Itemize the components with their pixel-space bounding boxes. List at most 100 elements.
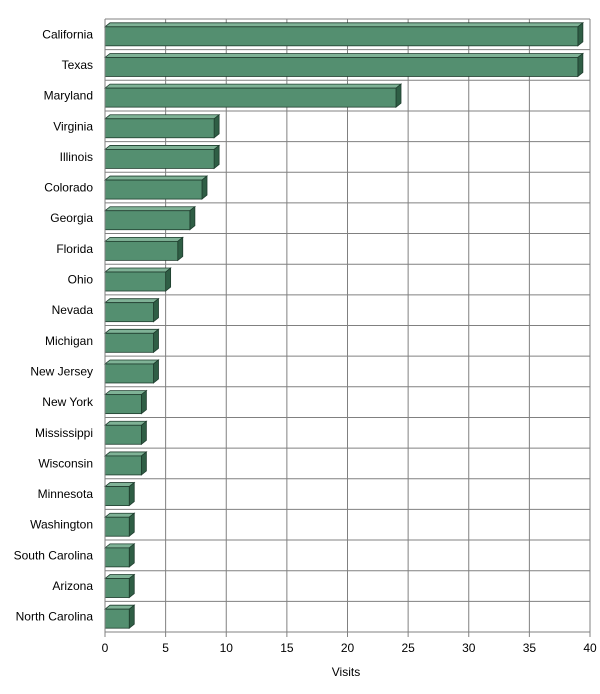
grid-lines bbox=[104, 18, 591, 633]
bar-top-face bbox=[103, 22, 585, 28]
bar-top-face bbox=[103, 175, 209, 181]
bar-side-face bbox=[577, 52, 584, 78]
bar-top-face bbox=[103, 114, 221, 120]
category-label: New York bbox=[42, 395, 94, 409]
category-label: Washington bbox=[30, 518, 93, 532]
bar-south-carolina bbox=[103, 543, 136, 568]
bar-side-face bbox=[165, 267, 172, 292]
bar-side-face bbox=[189, 205, 196, 231]
category-label: Colorado bbox=[44, 181, 93, 195]
bar-michigan bbox=[103, 328, 160, 354]
category-label: South Carolina bbox=[14, 548, 94, 562]
bar-top-face bbox=[103, 236, 184, 242]
x-tick-label: 25 bbox=[401, 641, 415, 655]
bar-ohio bbox=[103, 267, 172, 292]
bar-california bbox=[103, 21, 585, 47]
bar-front-face bbox=[104, 516, 130, 537]
category-label: Maryland bbox=[44, 89, 93, 103]
bar-top-face bbox=[103, 390, 148, 396]
bar-top-face bbox=[103, 145, 221, 150]
bar-texas bbox=[103, 52, 585, 78]
bar-side-face bbox=[395, 83, 402, 108]
bar-top-face bbox=[103, 420, 148, 426]
bar-front-face bbox=[104, 608, 130, 629]
bar-new-jersey bbox=[103, 359, 160, 384]
bar-top-face bbox=[103, 328, 160, 334]
bar-front-face bbox=[104, 179, 203, 200]
category-label: Michigan bbox=[45, 334, 93, 348]
bar-minnesota bbox=[103, 481, 136, 507]
category-label: Georgia bbox=[50, 211, 93, 225]
bar-side-face bbox=[128, 543, 135, 568]
bar-virginia bbox=[103, 113, 221, 139]
bar-maryland bbox=[103, 83, 403, 108]
bar-front-face bbox=[104, 87, 397, 108]
bar-top-face bbox=[103, 206, 197, 212]
bar-side-face bbox=[153, 359, 159, 384]
bar-side-face bbox=[128, 481, 135, 507]
bar-top-face bbox=[103, 298, 160, 304]
category-label: California bbox=[42, 27, 93, 41]
bar-front-face bbox=[104, 578, 130, 598]
category-label: Mississippi bbox=[35, 426, 93, 440]
bar-side-face bbox=[153, 297, 159, 323]
bar-top-face bbox=[103, 83, 403, 89]
bar-colorado bbox=[103, 175, 209, 200]
bar-side-face bbox=[213, 144, 220, 170]
bar-arizona bbox=[103, 573, 136, 599]
bar-nevada bbox=[103, 297, 160, 323]
bar-side-face bbox=[577, 21, 584, 47]
bar-front-face bbox=[104, 149, 215, 169]
bar-illinois bbox=[103, 144, 221, 170]
bar-new-york bbox=[103, 389, 148, 415]
category-label: North Carolina bbox=[16, 610, 94, 624]
category-label: Ohio bbox=[68, 273, 94, 287]
bar-top-face bbox=[103, 267, 172, 273]
bar-front-face bbox=[104, 547, 130, 568]
bar-top-face bbox=[103, 359, 160, 365]
x-tick-label: 5 bbox=[162, 641, 169, 655]
bar-front-face bbox=[104, 455, 142, 476]
bar-side-face bbox=[177, 236, 184, 262]
category-label: Illinois bbox=[60, 150, 93, 164]
bar-side-face bbox=[128, 573, 135, 599]
bar-mississippi bbox=[103, 420, 148, 446]
bar-side-face bbox=[213, 113, 220, 139]
bar-front-face bbox=[104, 424, 142, 445]
bar-georgia bbox=[103, 205, 197, 231]
bar-front-face bbox=[104, 210, 191, 231]
x-tick-label: 35 bbox=[523, 641, 537, 655]
category-label: Minnesota bbox=[38, 487, 94, 501]
category-label: Texas bbox=[62, 58, 93, 72]
bar-front-face bbox=[104, 271, 167, 292]
x-tick-label: 15 bbox=[280, 641, 294, 655]
category-label: Virginia bbox=[53, 119, 93, 133]
bar-side-face bbox=[153, 328, 159, 354]
axes bbox=[104, 19, 591, 637]
bar-side-face bbox=[201, 175, 208, 200]
x-axis-title: Visits bbox=[332, 665, 360, 679]
bar-front-face bbox=[104, 486, 130, 506]
bar-front-face bbox=[104, 363, 154, 384]
bar-front-face bbox=[104, 302, 154, 323]
bar-side-face bbox=[140, 420, 147, 446]
bar-wisconsin bbox=[103, 451, 148, 476]
bar-side-face bbox=[140, 389, 147, 415]
category-label: Florida bbox=[56, 242, 93, 256]
category-label: Wisconsin bbox=[38, 456, 93, 470]
bar-front-face bbox=[104, 240, 179, 261]
x-tick-label: 10 bbox=[220, 641, 234, 655]
category-label: New Jersey bbox=[30, 364, 93, 378]
x-tick-label: 30 bbox=[462, 641, 476, 655]
labels: 0 5 10 15 20 25 30 35 40 California Texas Maryland V… bbox=[14, 27, 597, 655]
bar-front-face bbox=[104, 57, 579, 77]
x-tick-label: 0 bbox=[102, 641, 109, 655]
x-tick-label: 40 bbox=[583, 641, 597, 655]
bar-front-face bbox=[104, 332, 154, 353]
bar-top-face bbox=[103, 53, 585, 58]
bar-side-face bbox=[128, 512, 135, 538]
bar-top-face bbox=[103, 451, 148, 457]
bar-florida bbox=[103, 236, 184, 262]
